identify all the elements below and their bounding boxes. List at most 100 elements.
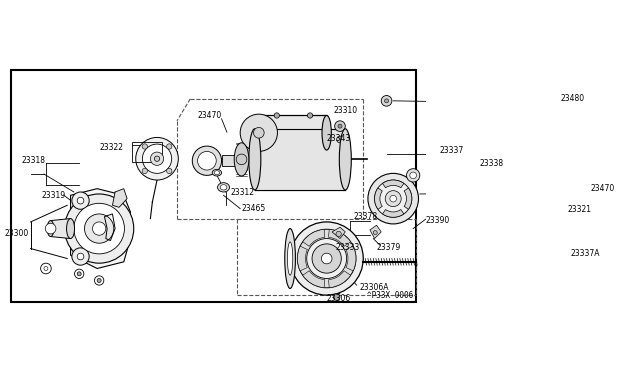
Circle shape [40, 263, 51, 274]
Circle shape [385, 99, 388, 103]
Ellipse shape [298, 229, 356, 288]
Polygon shape [332, 227, 346, 238]
Text: 23470: 23470 [197, 111, 221, 120]
Circle shape [74, 203, 124, 254]
Ellipse shape [47, 221, 54, 237]
Bar [255, 129, 346, 190]
Circle shape [97, 279, 101, 282]
Text: 23470: 23470 [591, 184, 615, 193]
Ellipse shape [503, 236, 507, 241]
Circle shape [312, 244, 341, 273]
Circle shape [72, 248, 89, 265]
Circle shape [274, 113, 280, 118]
Polygon shape [70, 189, 131, 269]
Circle shape [150, 152, 164, 166]
Circle shape [77, 197, 84, 204]
Text: ^P33X 0006: ^P33X 0006 [367, 291, 413, 301]
Circle shape [483, 213, 487, 217]
Circle shape [192, 146, 221, 175]
Circle shape [154, 156, 160, 161]
Wedge shape [374, 188, 382, 209]
Text: 23333: 23333 [335, 243, 360, 252]
Ellipse shape [234, 143, 249, 176]
Wedge shape [404, 188, 412, 209]
Wedge shape [383, 209, 404, 217]
Circle shape [166, 144, 172, 149]
Circle shape [368, 173, 419, 224]
Wedge shape [328, 271, 351, 288]
Text: 23337: 23337 [440, 146, 464, 155]
Text: 23390: 23390 [425, 216, 449, 225]
Circle shape [406, 169, 420, 182]
Circle shape [333, 294, 340, 301]
Circle shape [142, 168, 147, 174]
Circle shape [74, 269, 84, 279]
Wedge shape [383, 180, 404, 188]
Text: 23343: 23343 [326, 134, 351, 143]
Wedge shape [303, 230, 325, 246]
Polygon shape [51, 219, 70, 238]
Circle shape [335, 121, 346, 131]
Circle shape [253, 128, 264, 138]
Polygon shape [113, 189, 127, 207]
Text: 23321: 23321 [568, 205, 591, 214]
Circle shape [136, 137, 179, 180]
Circle shape [385, 191, 401, 206]
Circle shape [430, 179, 503, 252]
Ellipse shape [500, 216, 509, 228]
Circle shape [381, 96, 392, 106]
Circle shape [198, 151, 216, 170]
Circle shape [77, 272, 81, 276]
Circle shape [465, 195, 468, 199]
Wedge shape [346, 246, 356, 271]
Bar [260, 115, 326, 150]
Circle shape [410, 172, 417, 179]
Ellipse shape [249, 129, 261, 190]
Text: 23310: 23310 [333, 106, 358, 115]
Circle shape [65, 194, 134, 263]
Circle shape [458, 207, 474, 223]
Circle shape [440, 189, 493, 242]
Circle shape [93, 222, 106, 235]
Circle shape [142, 144, 172, 173]
Circle shape [481, 211, 490, 220]
Ellipse shape [322, 115, 332, 150]
Ellipse shape [339, 129, 351, 190]
Circle shape [465, 232, 468, 236]
Polygon shape [370, 225, 381, 238]
Circle shape [338, 124, 342, 128]
Circle shape [445, 213, 450, 217]
Circle shape [72, 192, 89, 209]
Circle shape [77, 253, 84, 260]
Ellipse shape [285, 228, 296, 288]
Ellipse shape [220, 185, 227, 190]
Ellipse shape [501, 199, 509, 211]
Circle shape [443, 211, 452, 220]
Ellipse shape [307, 238, 347, 279]
Circle shape [461, 192, 471, 201]
Circle shape [463, 212, 470, 219]
Circle shape [336, 231, 341, 237]
Circle shape [461, 229, 471, 238]
Circle shape [236, 154, 247, 165]
Circle shape [240, 114, 278, 151]
Circle shape [373, 231, 377, 235]
Circle shape [390, 195, 397, 202]
Ellipse shape [214, 171, 220, 175]
Text: 23319: 23319 [41, 191, 65, 200]
Text: 23322: 23322 [100, 143, 124, 152]
Text: 23465: 23465 [241, 204, 266, 213]
Text: 23378: 23378 [353, 212, 378, 221]
Ellipse shape [218, 183, 230, 192]
Circle shape [374, 180, 412, 217]
Circle shape [95, 276, 104, 285]
Text: 23379: 23379 [376, 243, 401, 252]
Ellipse shape [287, 242, 292, 275]
Wedge shape [298, 246, 307, 271]
Text: 23312: 23312 [230, 188, 254, 197]
Circle shape [45, 223, 56, 234]
Text: 23480: 23480 [561, 94, 585, 103]
Text: 23300: 23300 [4, 230, 29, 238]
Ellipse shape [503, 202, 507, 208]
Bar [132, 142, 162, 162]
